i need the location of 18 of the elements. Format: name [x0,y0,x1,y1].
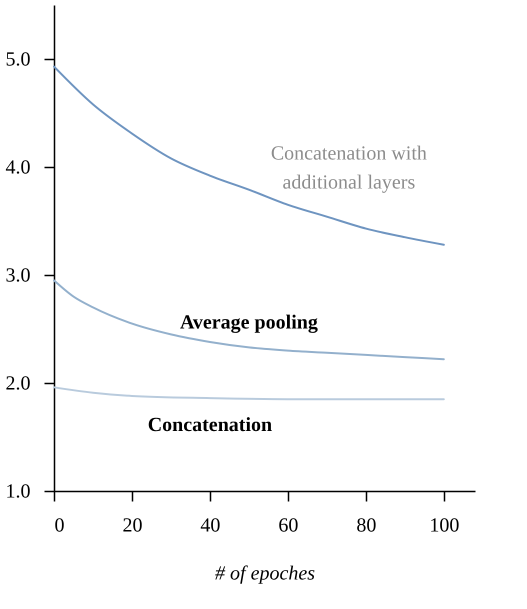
line-series [53,66,445,246]
line-series [53,279,445,360]
series-label: Concatenation [148,414,272,436]
x-tick-label: 0 [54,514,64,536]
series-label: Concatenation with additional layers [270,142,427,194]
x-tick-label: 80 [356,514,376,536]
y-tick-label: 4.0 [6,156,30,178]
y-tick-label: 1.0 [6,480,30,502]
x-tick-label: 60 [278,514,298,536]
series-label: Average pooling [180,311,318,334]
y-tick-label: 3.0 [6,264,30,286]
x-tick-label: 20 [122,514,142,536]
y-tick-label: 5.0 [6,48,30,70]
x-tick-label: 40 [200,514,220,536]
x-axis-title: # of epoches [215,562,316,584]
y-tick-label: 2.0 [6,372,30,394]
x-tick-label: 100 [429,514,460,536]
line-series [53,386,445,400]
